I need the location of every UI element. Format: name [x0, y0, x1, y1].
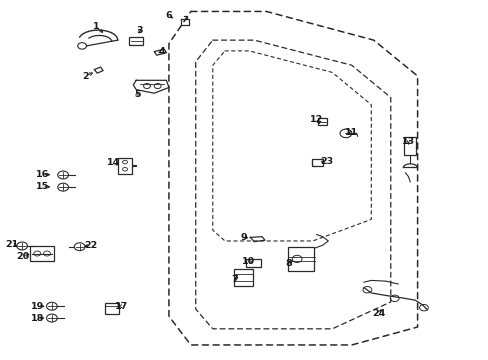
- Text: 5: 5: [134, 90, 140, 99]
- Bar: [318, 118, 326, 126]
- Text: 22: 22: [84, 241, 97, 250]
- Text: 23: 23: [319, 157, 332, 166]
- Bar: [287, 247, 314, 271]
- Text: 13: 13: [401, 137, 414, 146]
- Text: 21: 21: [5, 240, 18, 249]
- Text: 1: 1: [92, 22, 99, 31]
- Bar: [118, 158, 132, 174]
- Text: 8: 8: [285, 259, 291, 268]
- Text: 20: 20: [16, 252, 29, 261]
- Text: 12: 12: [309, 115, 323, 124]
- Text: 17: 17: [115, 302, 128, 311]
- Bar: [245, 259, 260, 267]
- Bar: [233, 269, 253, 286]
- Text: 2: 2: [82, 72, 89, 81]
- Text: 9: 9: [240, 233, 246, 242]
- Text: 15: 15: [36, 182, 49, 191]
- Text: 6: 6: [165, 10, 172, 19]
- Text: 18: 18: [31, 314, 44, 323]
- Text: 24: 24: [372, 309, 385, 318]
- Text: 4: 4: [158, 47, 164, 56]
- Bar: [30, 246, 54, 261]
- Text: 11: 11: [345, 128, 358, 137]
- Text: 19: 19: [31, 302, 44, 311]
- Text: 7: 7: [231, 275, 238, 284]
- Bar: [404, 136, 415, 154]
- Bar: [312, 159, 323, 166]
- Bar: [129, 37, 143, 45]
- Text: 3: 3: [136, 26, 142, 35]
- Text: 16: 16: [36, 170, 49, 179]
- Text: 14: 14: [107, 158, 120, 167]
- Bar: [105, 303, 119, 314]
- Text: 10: 10: [242, 257, 254, 266]
